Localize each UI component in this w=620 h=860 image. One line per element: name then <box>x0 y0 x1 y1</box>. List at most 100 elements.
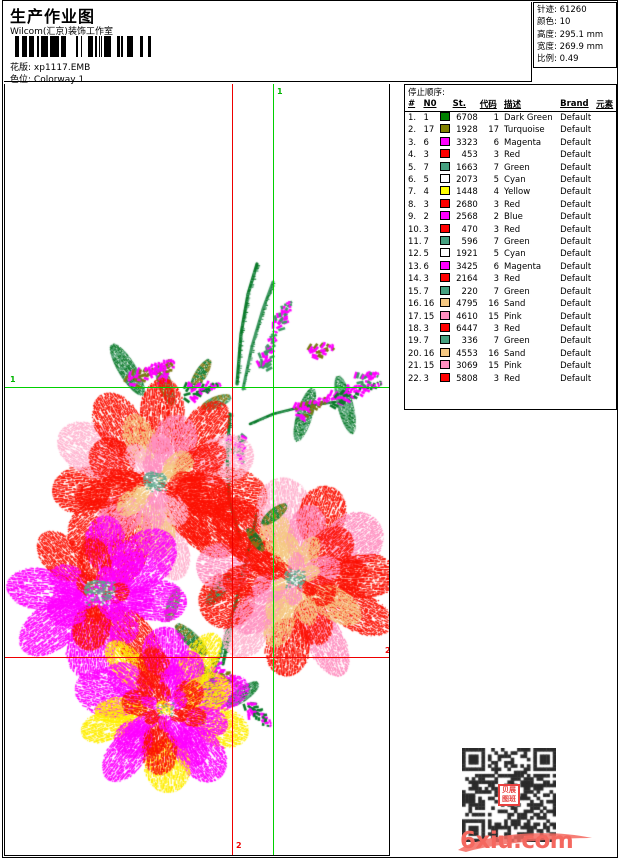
table-row[interactable]: 3. 6 3323 6 Magenta Default <box>405 136 616 149</box>
info-colors: 颜色: 10 <box>537 16 616 28</box>
cell-swatch <box>440 335 452 347</box>
cell-brand: Default <box>560 286 592 297</box>
table-row[interactable]: 13. 6 3425 6 Magenta Default <box>405 260 616 273</box>
color-swatch <box>440 298 451 308</box>
cell-description: Green <box>504 286 530 297</box>
cell-description: Red <box>504 323 521 334</box>
cell-index: 5. <box>408 162 417 173</box>
table-row[interactable]: 17. 15 4610 15 Pink Default <box>405 310 616 323</box>
qr-center-logo: 贝展图班 <box>498 784 520 806</box>
table-row[interactable]: 11. 7 596 7 Green Default <box>405 236 616 248</box>
cell-brand: Default <box>560 125 592 136</box>
info-height: 高度: 295.1 mm <box>537 29 616 41</box>
cell-stitches: 2073 <box>456 175 478 186</box>
table-row[interactable]: 4. 3 453 3 Red Default <box>405 149 616 161</box>
cell-brand: Default <box>560 261 592 272</box>
table-row[interactable]: 5. 7 1663 7 Green Default <box>405 161 616 174</box>
cell-stitches: 6447 <box>456 323 478 334</box>
guide-vertical-2 <box>232 84 233 855</box>
table-row[interactable]: 20. 16 4553 16 Sand Default <box>405 347 616 360</box>
info-colors-label: 颜色: <box>537 17 557 28</box>
cell-element <box>596 186 616 198</box>
cell-needle: 3 <box>423 274 429 285</box>
cell-element <box>596 162 616 174</box>
table-row[interactable]: 15. 7 220 7 Green Default <box>405 285 616 298</box>
cell-stitches: 1921 <box>456 249 478 260</box>
info-width: 宽度: 269.9 mm <box>537 41 616 53</box>
cell-element <box>596 261 616 273</box>
cell-swatch <box>440 236 452 248</box>
cell-stitches: 2164 <box>456 274 478 285</box>
cell-swatch <box>440 360 452 372</box>
cell-needle: 3 <box>423 150 429 161</box>
page-title: 生产作业图 <box>10 7 96 26</box>
cell-swatch <box>440 136 452 149</box>
cell-needle: 16 <box>423 348 435 359</box>
table-row[interactable]: 19. 7 336 7 Green Default <box>405 335 616 347</box>
table-row[interactable]: 8. 3 2680 3 Red Default <box>405 198 616 211</box>
cell-description: Green <box>504 336 530 347</box>
cell-code: 3 <box>493 150 500 161</box>
color-swatch <box>440 248 451 258</box>
table-row[interactable]: 21. 15 3069 15 Pink Default <box>405 360 616 372</box>
qr-code-block[interactable]: 贝展图班 <box>462 748 556 842</box>
table-row[interactable]: 18. 3 6447 3 Red Default <box>405 322 616 335</box>
cell-swatch <box>440 347 452 360</box>
table-row[interactable]: 16. 16 4795 16 Sand Default <box>405 298 616 310</box>
cell-swatch <box>440 161 452 174</box>
cell-brand: Default <box>560 137 592 148</box>
table-row[interactable]: 2. 17 1928 17 Turquoise Default <box>405 124 616 136</box>
color-swatch <box>440 149 451 159</box>
cell-brand: Default <box>560 311 592 322</box>
cell-description: Magenta <box>504 261 542 272</box>
table-row[interactable]: 10. 3 470 3 Red Default <box>405 223 616 236</box>
watermark-swoosh <box>458 833 592 852</box>
cell-needle: 15 <box>423 311 435 322</box>
cell-swatch <box>440 174 452 186</box>
info-stitches-label: 针迹: <box>537 5 557 15</box>
cell-code: 6 <box>493 137 500 148</box>
cell-stitches: 4610 <box>456 311 478 322</box>
cell-description: Red <box>504 199 521 210</box>
table-row[interactable]: 1. 1 6708 1 Dark Green Default <box>405 112 616 125</box>
cell-index: 22. <box>408 373 422 384</box>
guide-label-horizontal-1: 1 <box>10 375 16 384</box>
cell-needle: 7 <box>423 286 429 297</box>
info-scale-value: 0.49 <box>559 54 579 65</box>
cell-swatch <box>440 223 452 236</box>
cell-brand: Default <box>560 224 592 235</box>
info-stitches-value: 61260 <box>559 5 587 15</box>
cell-swatch <box>440 186 452 198</box>
cell-code: 3 <box>493 274 500 285</box>
cell-swatch <box>440 273 452 285</box>
cell-brand: Default <box>560 373 592 384</box>
cell-needle: 15 <box>423 361 435 372</box>
cell-swatch <box>440 198 452 211</box>
table-row[interactable]: 7. 4 1448 4 Yellow Default <box>405 186 616 198</box>
cell-index: 11. <box>408 237 422 248</box>
table-row[interactable]: 22. 3 5808 3 Red Default <box>405 372 616 385</box>
cell-stitches: 5808 <box>456 373 478 384</box>
cell-element <box>596 286 616 298</box>
table-row[interactable]: 9. 2 2568 2 Blue Default <box>405 211 616 223</box>
cell-needle: 2 <box>423 212 429 223</box>
qr-code[interactable]: 贝展图班 <box>462 748 556 842</box>
cell-swatch <box>440 260 452 273</box>
info-width-value: 269.9 mm <box>559 41 604 52</box>
cell-stitches: 3069 <box>456 361 478 372</box>
color-swatch <box>440 372 451 382</box>
cell-swatch <box>440 149 452 161</box>
cell-stitches: 1663 <box>456 162 478 173</box>
table-row[interactable]: 12. 5 1921 5 Cyan Default <box>405 248 616 260</box>
color-swatch <box>440 273 451 283</box>
cell-element <box>596 311 616 323</box>
cell-description: Turquoise <box>504 125 545 136</box>
design-file-line: 花版: xp1117.EMB <box>10 60 90 73</box>
cell-code: 3 <box>493 323 500 334</box>
table-row[interactable]: 6. 5 2073 5 Cyan Default <box>405 174 616 186</box>
cell-code: 16 <box>488 299 500 310</box>
cell-code: 17 <box>488 125 500 136</box>
table-row[interactable]: 14. 3 2164 3 Red Default <box>405 273 616 285</box>
design-canvas[interactable]: 1 1 2 2 <box>4 84 390 856</box>
cell-code: 4 <box>493 187 500 198</box>
